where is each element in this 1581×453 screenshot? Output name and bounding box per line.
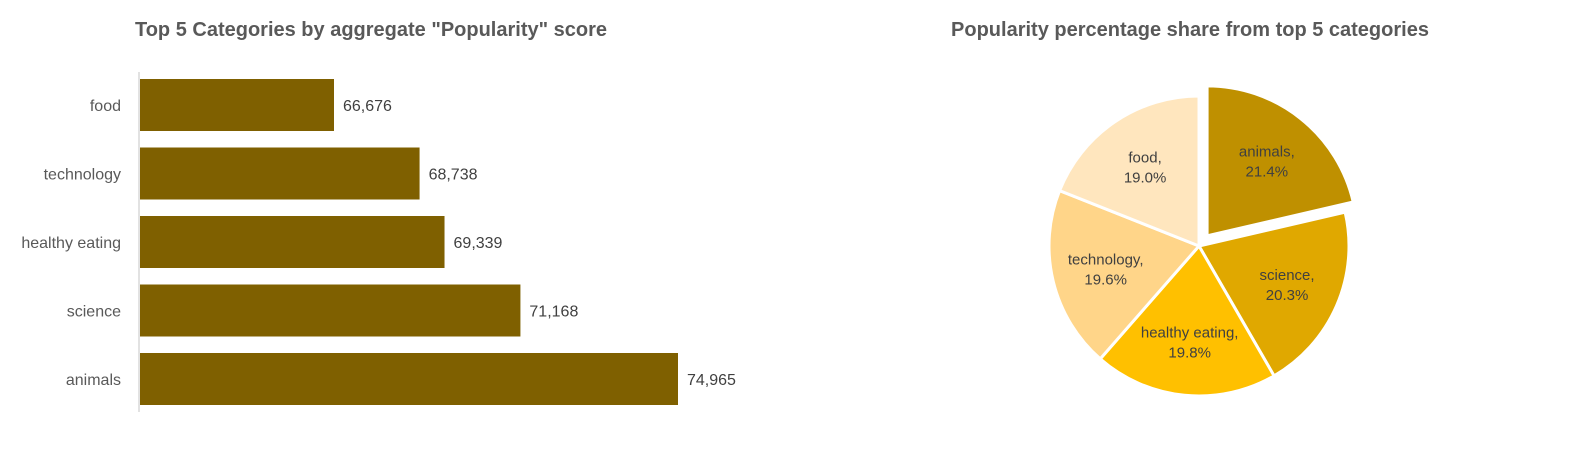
pie-slice	[1205, 84, 1356, 238]
pie-slice-label: technology, 19.6%	[1068, 252, 1144, 289]
pie-slice-label: animals, 21.4%	[1239, 144, 1295, 181]
bar	[140, 284, 521, 337]
pie-slice-label: science, 20.3%	[1260, 267, 1315, 304]
pie-chart-svg: animals, 21.4% science, 20.3% healthy eating…	[1047, 84, 1356, 398]
bar-chart-panel: Top 5 Categories by aggregate "Popularit…	[0, 0, 790, 448]
bar-chart-title: Top 5 Categories by aggregate "Popularit…	[134, 19, 608, 41]
bar-category-label: food	[90, 98, 121, 115]
pie-slice	[1098, 243, 1277, 398]
bar	[140, 79, 334, 131]
pie-slice-label: food, 19.0%	[1124, 150, 1167, 187]
bar-value-label: 69,339	[454, 235, 503, 252]
bar-value-label: 74,965	[687, 372, 736, 389]
bar-value-label: 71,168	[529, 304, 578, 321]
bar-category-label: healthy eating	[21, 235, 121, 252]
pie-slice-label: healthy eating, 19.8%	[1141, 325, 1239, 362]
pie-slice	[1196, 210, 1351, 378]
bar	[140, 216, 445, 268]
pie-slice	[1057, 94, 1201, 249]
bar	[140, 353, 678, 405]
bar	[140, 147, 420, 200]
bar-category-label: technology	[44, 167, 121, 184]
pie-chart-title: Popularity percentage share from top 5 c…	[951, 19, 1429, 41]
bar-category-label: science	[67, 304, 121, 321]
bar-category-label: animals	[66, 372, 121, 389]
pie-chart-panel: Popularity percentage share from top 5 c…	[790, 0, 1581, 448]
bar-value-label: 68,738	[429, 167, 478, 184]
bar-chart-svg: food 66,676 technology 68,738 healthy eating…	[21, 72, 736, 412]
bar-value-label: 66,676	[343, 98, 392, 115]
